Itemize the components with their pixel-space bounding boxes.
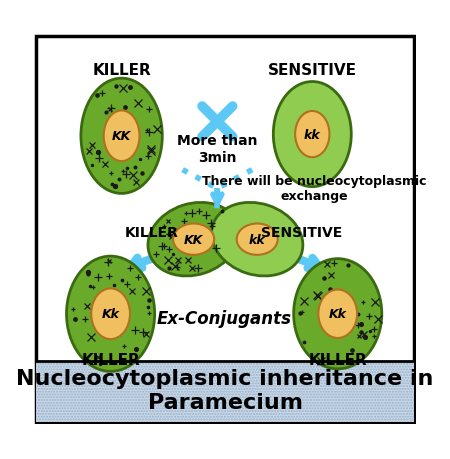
Ellipse shape xyxy=(212,203,303,276)
Bar xyxy=(36,361,414,422)
Text: More than
3min: More than 3min xyxy=(177,134,257,164)
Text: kk: kk xyxy=(304,129,321,141)
Ellipse shape xyxy=(294,259,382,369)
Text: There will be nucleocytoplasmic
exchange: There will be nucleocytoplasmic exchange xyxy=(202,175,426,203)
Ellipse shape xyxy=(81,79,162,194)
Text: KILLER: KILLER xyxy=(81,352,140,367)
Ellipse shape xyxy=(273,82,351,187)
Text: SENSITIVE: SENSITIVE xyxy=(261,226,342,240)
Text: Kk: Kk xyxy=(102,308,120,320)
Ellipse shape xyxy=(148,203,239,276)
Ellipse shape xyxy=(318,290,357,338)
Ellipse shape xyxy=(173,224,214,255)
Text: Kk: Kk xyxy=(328,308,346,320)
Text: Ex-Conjugants: Ex-Conjugants xyxy=(157,309,292,327)
Text: kk: kk xyxy=(249,233,266,246)
Bar xyxy=(36,361,414,422)
Text: SENSITIVE: SENSITIVE xyxy=(268,63,357,78)
Text: KK: KK xyxy=(112,130,131,143)
Text: KILLER: KILLER xyxy=(124,226,178,240)
Ellipse shape xyxy=(67,257,155,372)
Ellipse shape xyxy=(237,224,278,255)
Ellipse shape xyxy=(104,111,140,162)
Ellipse shape xyxy=(91,289,130,339)
Text: KILLER: KILLER xyxy=(308,352,367,367)
Ellipse shape xyxy=(295,112,329,158)
Text: KILLER: KILLER xyxy=(92,63,151,78)
Text: KK: KK xyxy=(184,233,203,246)
Text: Nucleocytoplasmic inheritance in
Paramecium: Nucleocytoplasmic inheritance in Paramec… xyxy=(16,369,434,412)
